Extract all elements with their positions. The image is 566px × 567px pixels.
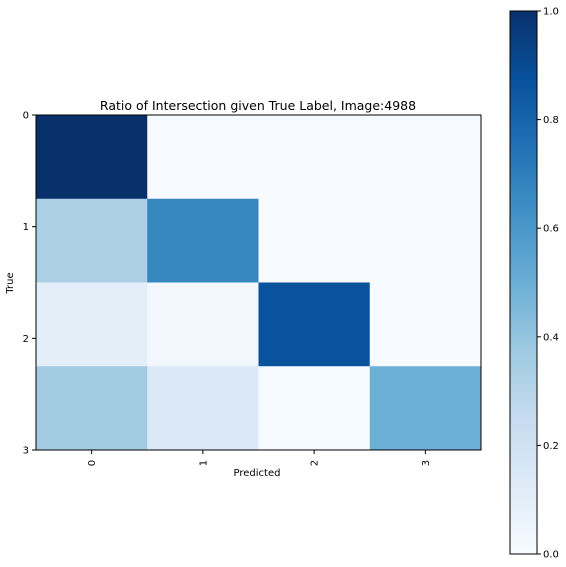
heatmap-cells (36, 115, 482, 451)
colorbar-frame (509, 10, 538, 555)
colorbar-tick-label: 0.6 (543, 224, 559, 235)
heatmap-cell (258, 282, 371, 367)
colorbar: 0.0 0.2 0.4 0.6 0.8 1.0 (509, 7, 559, 561)
x-tick-label: 3 (421, 460, 432, 466)
heatmap-cell (36, 115, 148, 200)
y-tick-label: 1 (23, 222, 29, 233)
x-axis-label: Predicted (234, 468, 281, 479)
heatmap-cell (369, 198, 482, 283)
heatmap-cell (147, 366, 259, 451)
colorbar-tick-label: 0.0 (543, 550, 559, 561)
heatmap-cell (36, 282, 148, 367)
heatmap-cell (258, 115, 371, 200)
colorbar-ticks: 0.0 0.2 0.4 0.6 0.8 1.0 (537, 7, 559, 561)
colorbar-tick-label: 0.2 (543, 441, 559, 452)
heatmap-cell (369, 366, 482, 451)
heatmap-cell (36, 366, 148, 451)
colorbar-tick-label: 0.4 (543, 332, 559, 343)
y-tick-label: 0 (23, 111, 29, 122)
heatmap-cell (147, 115, 259, 200)
y-axis-ticks: 0 1 2 3 (23, 111, 36, 457)
x-tick-label: 1 (198, 460, 209, 466)
colorbar-tick-label: 0.8 (543, 115, 559, 126)
heatmap-cell (258, 198, 371, 283)
heatmap-cell (36, 198, 148, 283)
heatmap-cell (147, 198, 259, 283)
x-tick-label: 2 (310, 460, 321, 466)
heatmap-cell (369, 282, 482, 367)
x-axis-ticks: 0 1 2 3 (87, 450, 432, 466)
y-tick-label: 3 (23, 446, 29, 457)
x-tick-label: 0 (87, 460, 98, 466)
chart-title: Ratio of Intersection given True Label, … (100, 98, 416, 113)
heatmap-cell (258, 366, 371, 451)
y-axis-label: True (5, 272, 16, 294)
colorbar-tick-label: 1.0 (543, 7, 559, 18)
y-tick-label: 2 (23, 334, 29, 345)
heatmap-cell (369, 115, 482, 200)
heatmap-cell (147, 282, 259, 367)
colorbar-gradient (510, 11, 537, 554)
plot-frame (35, 114, 482, 451)
